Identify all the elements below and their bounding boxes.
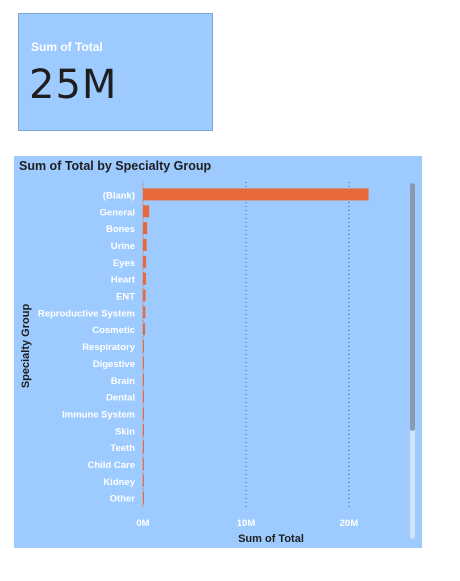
kpi-card: Sum of Total 25M [18, 13, 213, 131]
bar [143, 238, 147, 251]
bar [143, 340, 144, 353]
bar [143, 222, 148, 235]
bar [143, 205, 150, 218]
bar [143, 441, 144, 454]
bar [143, 474, 144, 487]
bar [143, 289, 146, 302]
category-label: Skin [115, 426, 135, 437]
bar [143, 255, 147, 268]
bar [143, 323, 146, 336]
category-label: Kidney [103, 477, 135, 488]
category-label: Teeth [110, 443, 135, 454]
kpi-label: Sum of Total [31, 40, 103, 54]
category-label: Urine [111, 241, 135, 252]
x-tick-label: 20M [340, 518, 359, 529]
bar [143, 390, 144, 403]
x-axis-title: Sum of Total [238, 533, 304, 545]
kpi-value: 25M [29, 62, 118, 108]
bar [143, 356, 144, 369]
category-label: Eyes [113, 258, 135, 269]
bar [143, 424, 144, 437]
bar [143, 188, 369, 201]
category-label: Bones [106, 224, 135, 235]
category-label: Cosmetic [92, 325, 135, 336]
category-label: Other [110, 494, 136, 505]
bar [143, 306, 146, 319]
category-label: (Blank) [103, 190, 135, 201]
y-axis-title: Specialty Group [20, 304, 32, 389]
bar [143, 272, 147, 285]
category-label: Respiratory [82, 342, 136, 353]
bar [143, 491, 144, 504]
chart-title: Sum of Total by Specialty Group [19, 159, 212, 173]
category-label: Heart [111, 275, 136, 286]
bar [143, 458, 144, 471]
category-label: Digestive [93, 359, 135, 370]
category-label: Immune System [62, 409, 135, 420]
category-label: Dental [106, 393, 135, 404]
bar-chart-panel: Sum of Total by Specialty Group (Blank) G… [14, 156, 422, 548]
category-label: Brain [111, 376, 135, 387]
bar [143, 373, 144, 386]
category-label: ENT [116, 292, 135, 303]
x-tick-label: 0M [136, 518, 149, 529]
category-label: Reproductive System [38, 308, 135, 319]
category-label: General [100, 207, 135, 218]
category-label: Child Care [87, 460, 135, 471]
scrollbar-thumb[interactable] [410, 183, 415, 431]
x-tick-label: 10M [237, 518, 256, 529]
bar [143, 407, 144, 420]
bar-chart: (Blank) General Bones Urine Eyes Heart ENT Repr… [20, 182, 369, 545]
